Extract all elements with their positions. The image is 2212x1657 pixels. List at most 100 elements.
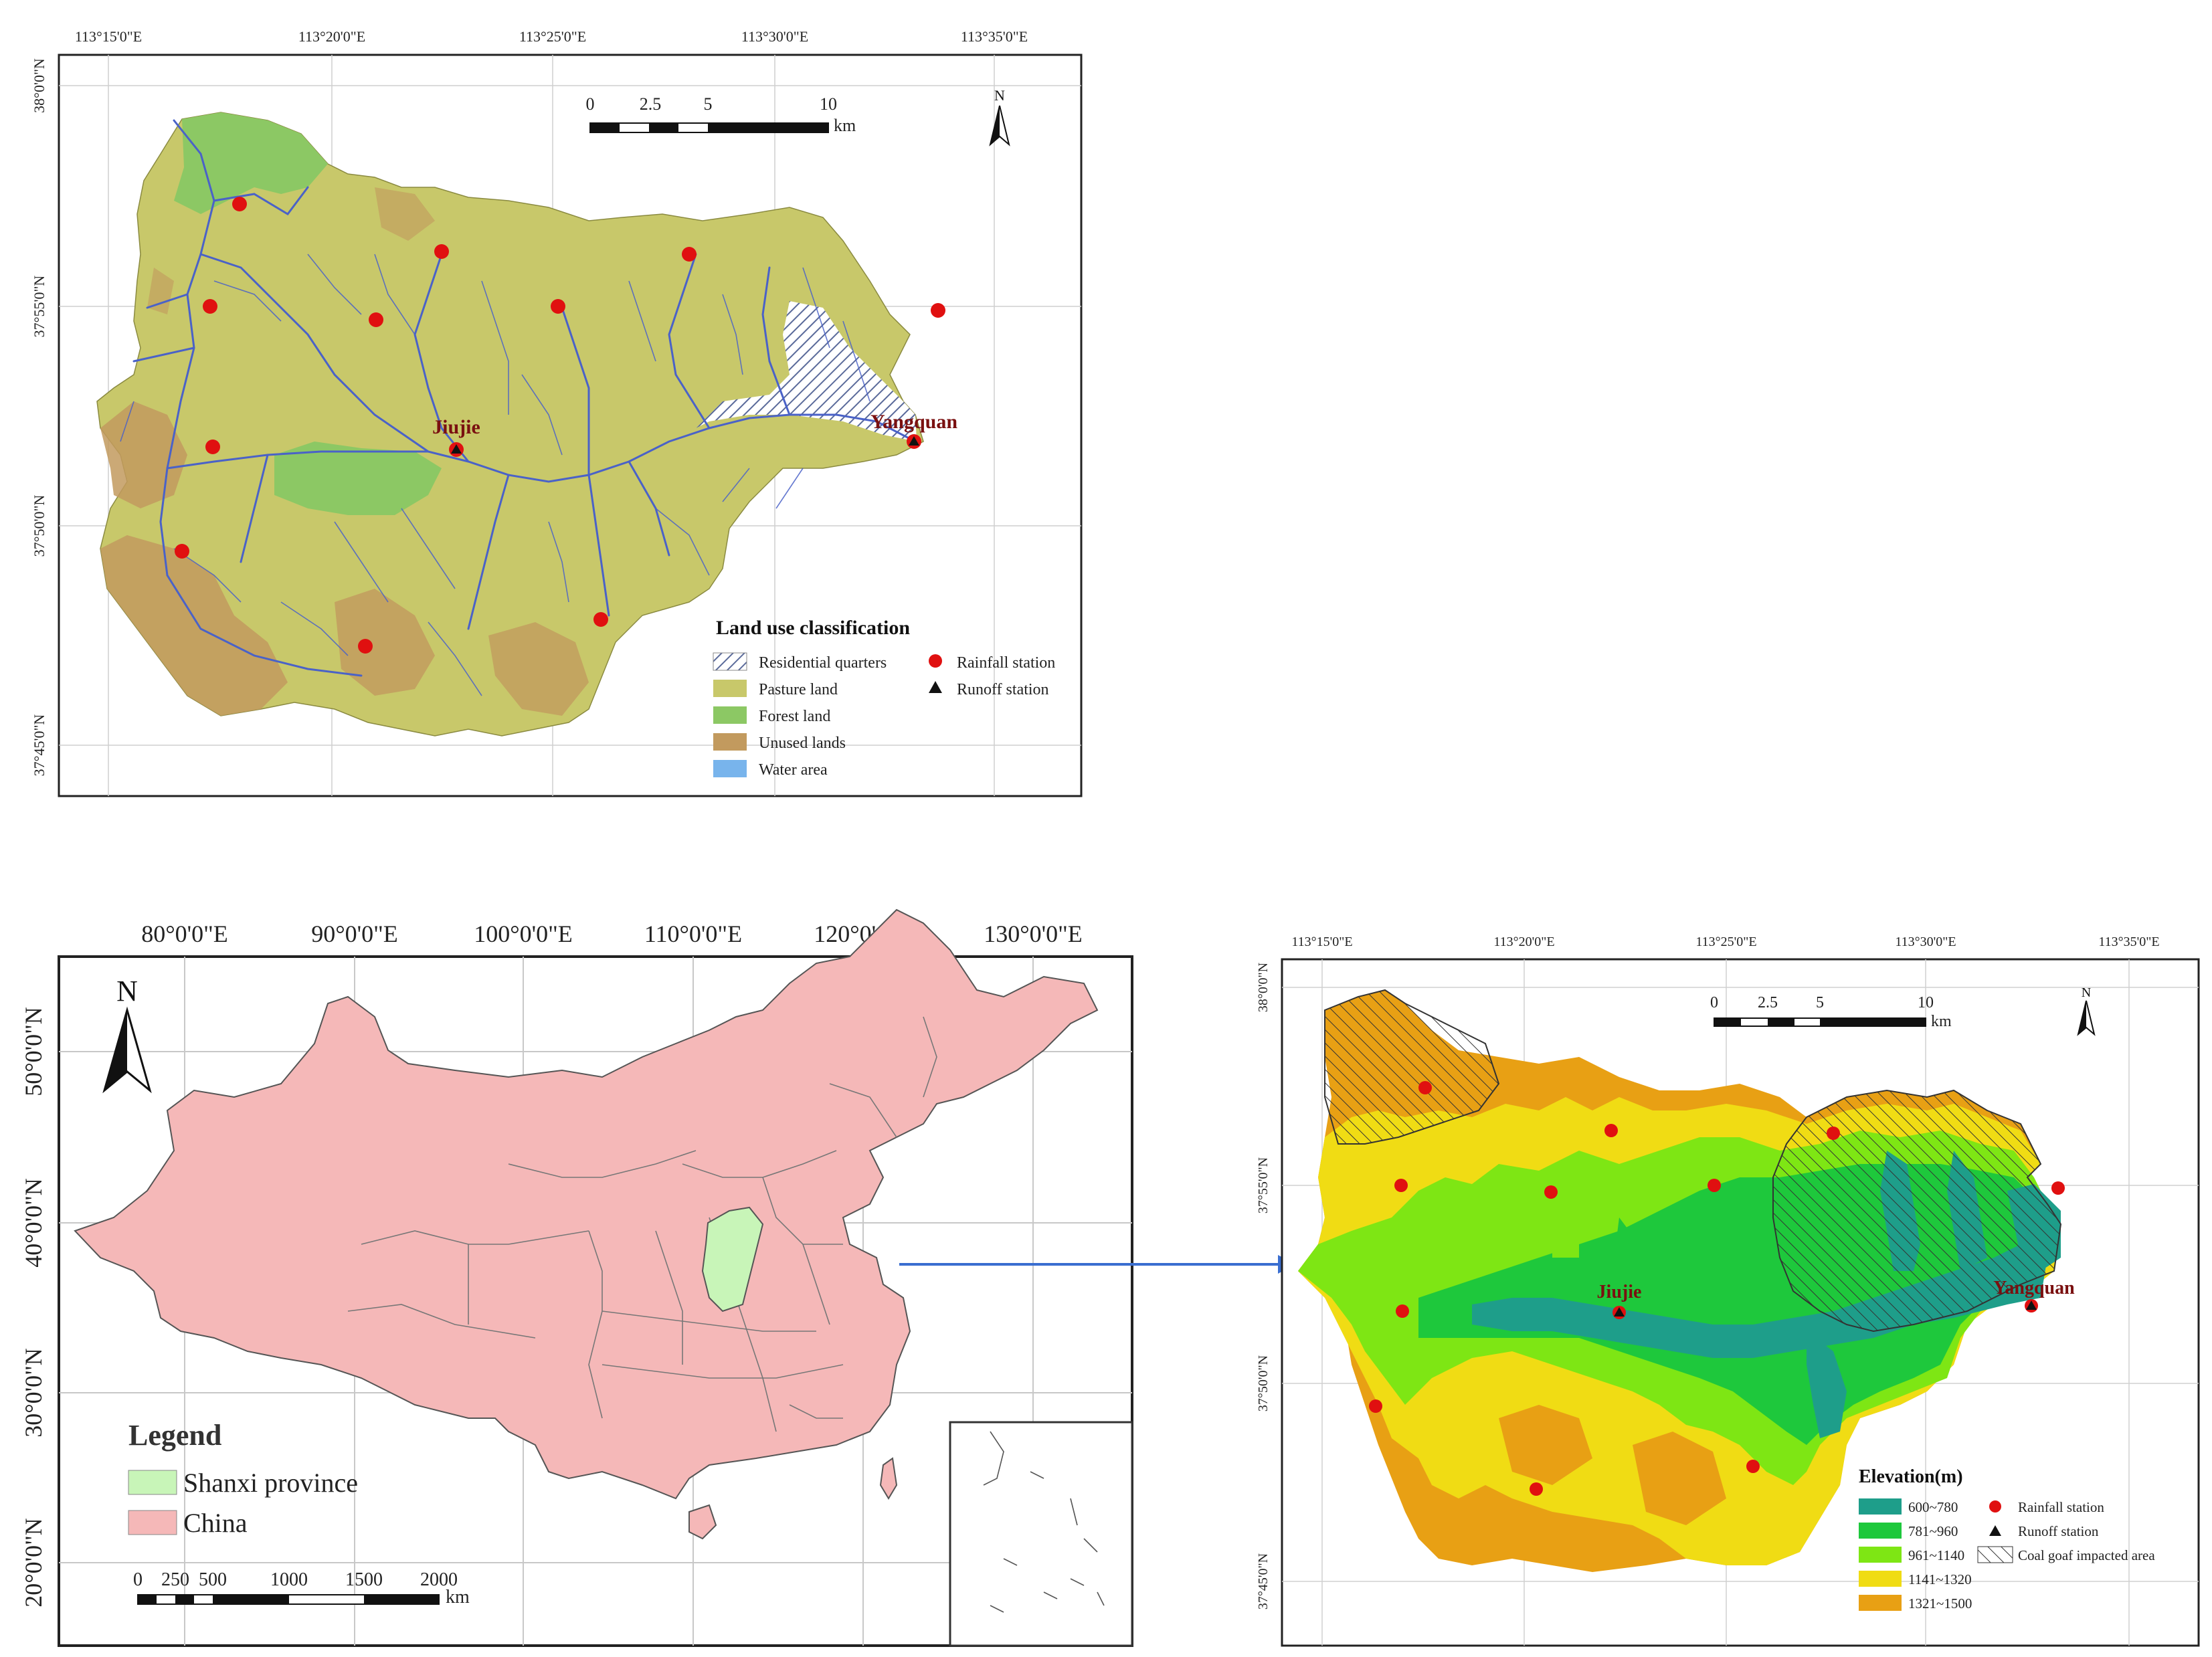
legend-title: Land use classification (716, 617, 910, 639)
legend-symbol: Rainfall station (2018, 1499, 2104, 1515)
legend-symbol: Coal goaf impacted area (2018, 1547, 2155, 1563)
legend-item: Pasture land (759, 681, 838, 698)
rainfall-station (1604, 1124, 1618, 1137)
legend-symbol: Runoff station (2018, 1523, 2099, 1539)
scale-label: 5 (1816, 994, 1824, 1011)
north-arrow: N (989, 87, 1010, 147)
legend-item: Shanxi province (183, 1468, 358, 1498)
scale-label: 10 (820, 94, 837, 114)
landuse-map-panel: 113°15'0"E 113°20'0"E 113°25'0"E 113°30'… (31, 28, 1083, 797)
scale-label: 2.5 (640, 94, 662, 114)
scale-label: 0 (586, 94, 595, 114)
scale-unit: km (1931, 1013, 1952, 1030)
left-tick-1: 38°0'0"N (31, 58, 48, 113)
rainfall-station (434, 244, 449, 259)
top-tick-5: 113°35'0"E (961, 28, 1028, 45)
rainfall-station (931, 303, 945, 318)
scale-label: 1500 (345, 1569, 383, 1590)
runoff-station (2026, 1300, 2037, 1310)
runoff-stations (449, 434, 921, 457)
scale-label: 0 (1710, 994, 1718, 1011)
rainfall-station (175, 544, 189, 559)
coal-goaf-area (1324, 989, 1500, 1145)
rainfall-station (1544, 1185, 1558, 1199)
left-tick-1: 50°0'0"N (20, 1007, 47, 1096)
scale-label: 2000 (420, 1569, 458, 1590)
map-frame (58, 54, 1083, 797)
rainfall-station (203, 299, 217, 314)
left-tick-1: 38°0'0"N (1256, 963, 1271, 1012)
rainfall-station (1708, 1179, 1721, 1192)
legend-item: 961~1140 (1908, 1547, 1964, 1563)
rainfall-station (551, 299, 565, 314)
legend-item: 781~960 (1908, 1523, 1958, 1539)
top-tick-2: 90°0'0"E (311, 920, 398, 947)
south-china-sea-inset (949, 1421, 1133, 1647)
runoff-station (1614, 1307, 1625, 1317)
scale-label: 1000 (270, 1569, 308, 1590)
rainfall-stations (1369, 1081, 2065, 1496)
left-tick-3: 30°0'0"N (20, 1348, 47, 1438)
top-tick-1: 113°15'0"E (75, 28, 142, 45)
top-tick-1: 113°15'0"E (1291, 935, 1352, 949)
rainfall-station (1746, 1460, 1760, 1473)
left-tick-3: 37°50'0"N (1256, 1355, 1271, 1411)
rainfall-station (1418, 1081, 1432, 1094)
coal-goaf-area (1772, 1089, 2062, 1333)
top-tick-2: 113°20'0"E (1493, 935, 1554, 949)
rainfall-station (205, 440, 220, 454)
river-network (132, 119, 917, 677)
svg-text:N: N (116, 975, 138, 1007)
watershed-landuse (96, 112, 924, 737)
rainfall-station (1396, 1304, 1409, 1318)
rainfall-station (2051, 1181, 2065, 1195)
rainfall-station (232, 197, 247, 211)
left-tick-4: 20°0'0"N (20, 1518, 47, 1607)
station-label-yangquan: Yangquan (1993, 1278, 2075, 1298)
legend-item: Water area (759, 761, 828, 779)
station-label-yangquan: Yangquan (870, 411, 957, 433)
scale-bar: 0 2.5 5 10 km (586, 94, 856, 135)
top-tick-4: 110°0'0"E (644, 920, 742, 947)
top-tick-4: 113°30'0"E (1895, 935, 1956, 949)
scale-label: 250 (161, 1569, 189, 1590)
north-arrow: N (2077, 985, 2096, 1036)
rainfall-station (358, 639, 373, 654)
rainfall-station (1530, 1482, 1543, 1496)
scale-bar: 0 250 500 1000 1500 2000 km (133, 1569, 470, 1607)
left-tick-2: 37°55'0"N (31, 276, 48, 338)
scale-bar: 0 2.5 5 10 km (1710, 994, 1952, 1030)
rainfall-station (1827, 1127, 1840, 1140)
runoff-station (909, 436, 919, 446)
legend-item: Residential quarters (759, 654, 887, 672)
top-tick-4: 113°30'0"E (741, 28, 808, 45)
legend-item: 1321~1500 (1908, 1595, 1972, 1612)
station-label-jiujie: Jiujie (432, 416, 480, 438)
rainfall-station (682, 247, 697, 262)
scale-unit: km (446, 1587, 470, 1607)
china-map-panel: 80°0'0"E 90°0'0"E 100°0'0"E 110°0'0"E 12… (20, 908, 1133, 1647)
top-tick-1: 80°0'0"E (141, 920, 228, 947)
scale-label: 500 (199, 1569, 227, 1590)
legend-item: China (183, 1508, 248, 1538)
top-tick-5: 113°35'0"E (2098, 935, 2159, 949)
elevation-map-panel: 113°15'0"E 113°20'0"E 113°25'0"E 113°30'… (1256, 935, 2200, 1647)
scale-label: 0 (133, 1569, 143, 1590)
china-polygon (74, 908, 1099, 1500)
rainfall-station (369, 312, 383, 327)
rainfall-station (1394, 1179, 1408, 1192)
station-label-jiujie: Jiujie (1597, 1282, 1642, 1302)
top-tick-3: 113°25'0"E (1695, 935, 1756, 949)
left-tick-2: 37°55'0"N (1256, 1157, 1271, 1213)
legend-symbol: Rainfall station (957, 654, 1055, 672)
shanxi-polygon (701, 1206, 764, 1312)
legend-title: Legend (128, 1419, 221, 1452)
runoff-station (451, 444, 462, 454)
rainfall-station (593, 612, 608, 627)
scale-label: 10 (1918, 994, 1934, 1011)
legend-item: 600~780 (1908, 1499, 1958, 1515)
svg-text:N: N (994, 87, 1005, 104)
left-tick-3: 37°50'0"N (31, 495, 48, 557)
legend-item: Unused lands (759, 735, 846, 752)
legend-symbol: Runoff station (957, 681, 1049, 698)
